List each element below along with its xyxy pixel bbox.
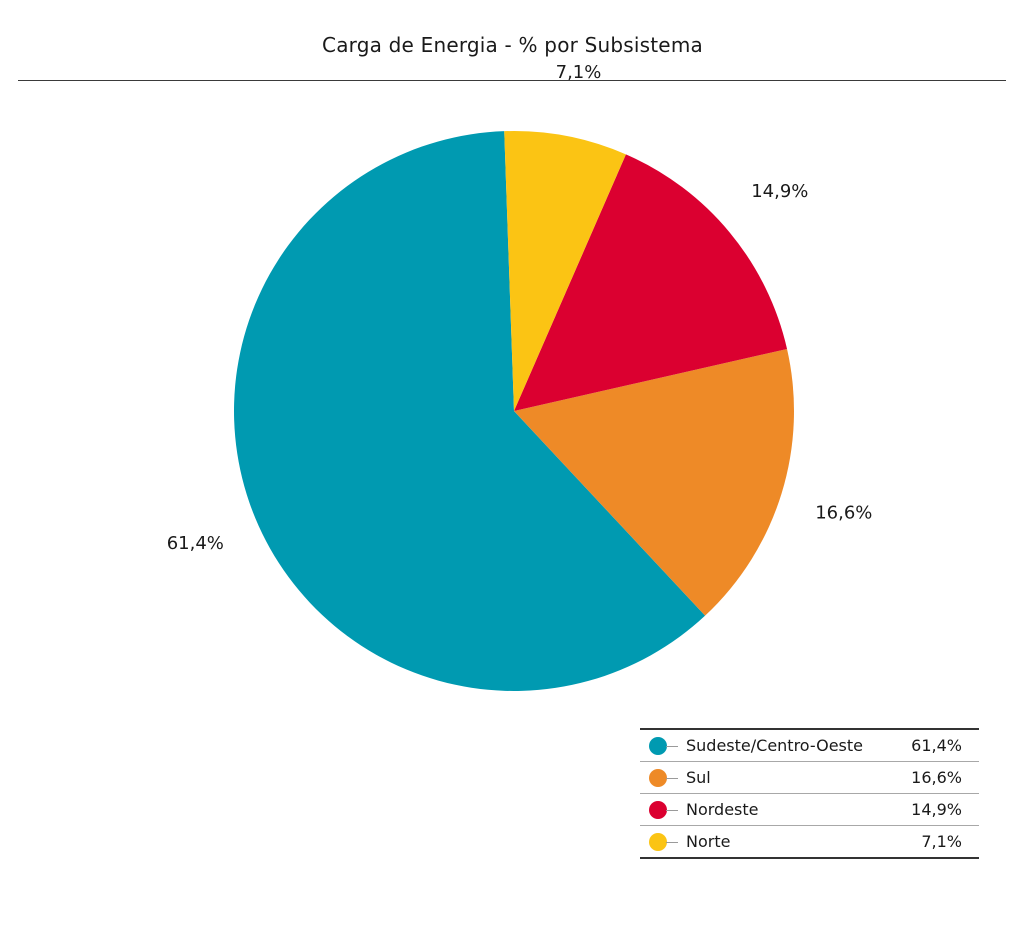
- pie-slice-sul: [514, 348, 794, 616]
- legend-leader-line: [666, 842, 678, 843]
- legend-value: 16,6%: [911, 768, 962, 787]
- legend-value: 61,4%: [911, 736, 962, 755]
- pie-slice-sudeste-centro-oeste: [234, 131, 706, 691]
- legend-label: Norte: [686, 832, 731, 851]
- legend-marker-icon: [649, 737, 667, 755]
- pie-slice-norte: [504, 130, 626, 412]
- pie-slices: [234, 130, 794, 691]
- pie-slice-nordeste: [514, 154, 788, 411]
- legend-leader-line: [666, 810, 678, 811]
- legend-label: Sudeste/Centro-Oeste: [686, 736, 863, 755]
- legend-marker-icon: [649, 833, 667, 851]
- legend-item: Nordeste 14,9%: [640, 794, 979, 826]
- legend-value: 7,1%: [921, 832, 962, 851]
- legend-marker-icon: [649, 769, 667, 787]
- legend-item: Norte 7,1%: [640, 826, 979, 857]
- legend: Sudeste/Centro-Oeste 61,4% Sul 16,6% Nor…: [640, 728, 979, 859]
- legend-marker-icon: [649, 801, 667, 819]
- pie-data-label: 16,6%: [815, 502, 872, 523]
- legend-label: Nordeste: [686, 800, 759, 819]
- pie-data-labels: 61,4% 16,6% 14,9% 7,1%: [167, 62, 873, 554]
- pie-data-label: 7,1%: [556, 62, 602, 83]
- legend-value: 14,9%: [911, 800, 962, 819]
- pie-data-label: 61,4%: [167, 533, 224, 554]
- title-divider: [18, 80, 1006, 81]
- chart-title: Carga de Energia - % por Subsistema: [322, 33, 703, 57]
- legend-item: Sudeste/Centro-Oeste 61,4%: [640, 730, 979, 762]
- legend-label: Sul: [686, 768, 711, 787]
- legend-leader-line: [666, 746, 678, 747]
- pie-data-label: 14,9%: [751, 181, 808, 202]
- legend-item: Sul 16,6%: [640, 762, 979, 794]
- legend-leader-line: [666, 778, 678, 779]
